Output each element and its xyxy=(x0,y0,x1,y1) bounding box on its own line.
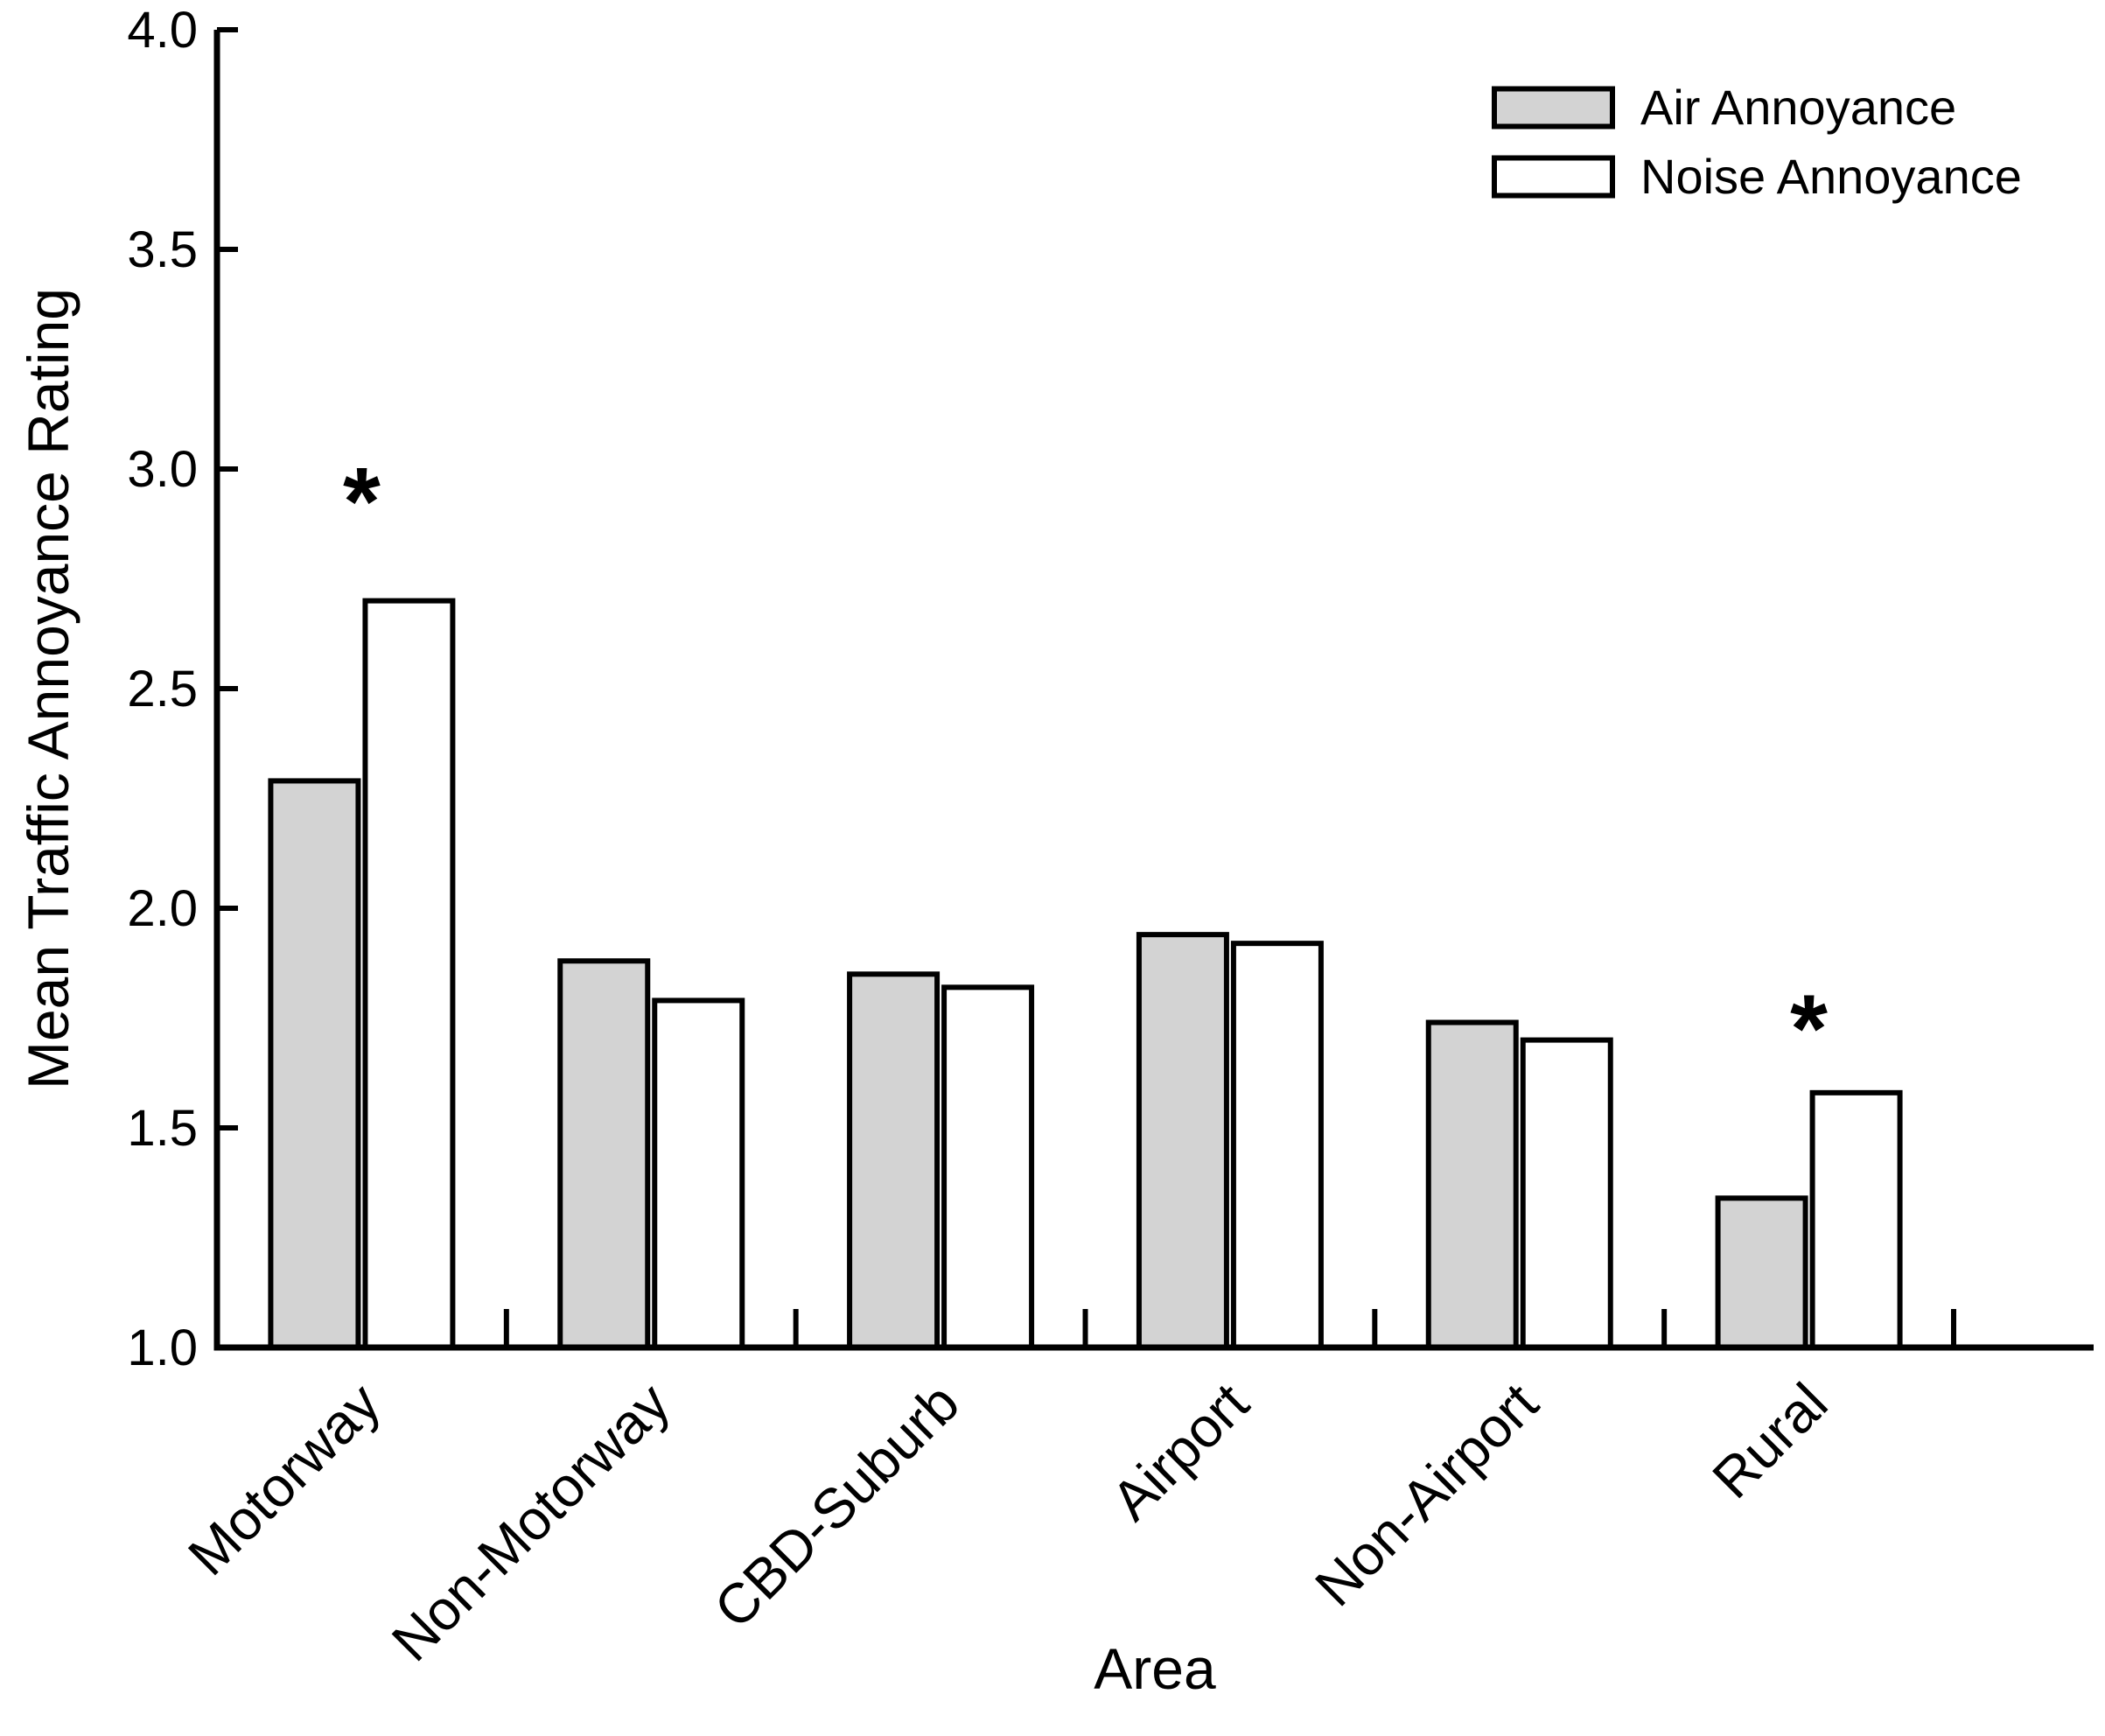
y-tick-label-4-0: 4.0 xyxy=(127,2,198,59)
bar-air-annoyance-non-motorway xyxy=(557,958,651,1350)
y-tick-label-2-0: 2.0 xyxy=(127,880,198,937)
tick-labels-layer: 1.0 1.5 2.0 2.5 3.0 3.5 4.0 xyxy=(127,2,198,1376)
x-axis-title: Area xyxy=(1094,1636,1216,1701)
legend-swatch-air-annoyance xyxy=(1492,86,1615,130)
category-label-rural: Rural xyxy=(1700,1371,1839,1510)
bar-noise-annoyance-non-airport xyxy=(1520,1037,1613,1350)
bar-noise-annoyance-airport xyxy=(1230,941,1324,1351)
bar-air-annoyance-airport xyxy=(1136,932,1229,1350)
bar-noise-annoyance-cbd-suburb xyxy=(941,984,1035,1350)
category-label-cbd-suburb: CBD-Suburb xyxy=(703,1371,971,1640)
bar-air-annoyance-motorway xyxy=(268,778,361,1350)
bar-noise-annoyance-motorway xyxy=(362,598,456,1350)
legend-swatch-noise-annoyance xyxy=(1492,155,1615,199)
legend-label-air-annoyance: Air Annoyance xyxy=(1640,80,1956,135)
category-label-motorway: Motorway xyxy=(176,1371,392,1587)
bars-layer xyxy=(268,598,1903,1351)
bar-noise-annoyance-rural xyxy=(1809,1089,1903,1350)
bar-air-annoyance-non-airport xyxy=(1425,1019,1519,1351)
y-axis-title: Mean Traffic Annoyance Rating xyxy=(16,288,80,1089)
y-tick-label-1-5: 1.5 xyxy=(127,1100,198,1157)
bar-noise-annoyance-non-motorway xyxy=(652,998,745,1351)
bar-air-annoyance-rural xyxy=(1715,1195,1808,1350)
y-tick-label-3-0: 3.0 xyxy=(127,441,198,498)
significance-asterisk-rural: * xyxy=(1790,975,1828,1082)
category-label-non-airport: Non-Airport xyxy=(1303,1371,1549,1618)
category-label-airport: Airport xyxy=(1100,1371,1261,1532)
bar-air-annoyance-cbd-suburb xyxy=(847,971,941,1351)
y-tick-label-2-5: 2.5 xyxy=(127,661,198,718)
significance-asterisk-motorway: * xyxy=(343,448,381,556)
legend: Air Annoyance Noise Annoyance xyxy=(1492,80,2022,204)
legend-label-noise-annoyance: Noise Annoyance xyxy=(1640,149,2022,204)
y-tick-label-3-5: 3.5 xyxy=(127,221,198,278)
ticks-layer xyxy=(217,27,1956,1350)
y-tick-label-1-0: 1.0 xyxy=(127,1320,198,1376)
annotations-layer: ** xyxy=(343,448,1828,1082)
category-label-non-motorway: Non-Motorway xyxy=(380,1371,682,1673)
